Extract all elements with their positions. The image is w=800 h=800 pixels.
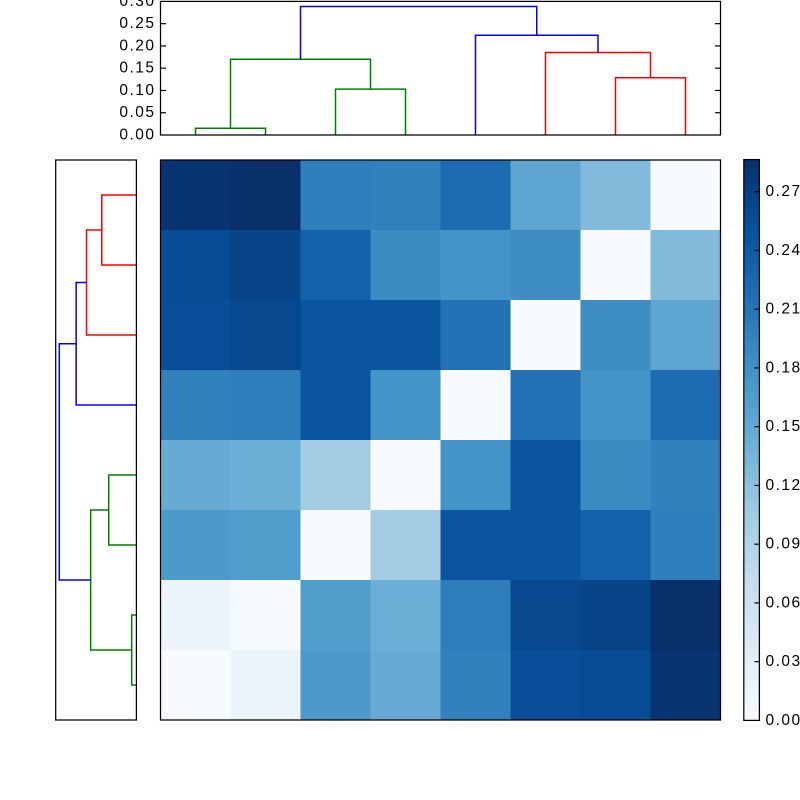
svg-text:0.25: 0.25: [119, 15, 155, 32]
svg-text:0.20: 0.20: [119, 37, 155, 54]
svg-text:0.00: 0.00: [119, 127, 155, 144]
svg-text:0.30: 0.30: [119, 0, 155, 10]
svg-text:0.10: 0.10: [119, 82, 155, 99]
svg-text:0.03: 0.03: [766, 653, 800, 670]
svg-text:0.05: 0.05: [119, 104, 155, 121]
svg-text:0.00: 0.00: [766, 712, 800, 729]
svg-text:0.09: 0.09: [766, 536, 800, 553]
svg-text:0.12: 0.12: [766, 477, 800, 494]
svg-text:0.15: 0.15: [766, 418, 800, 435]
svg-text:0.18: 0.18: [766, 359, 800, 376]
svg-text:0.27: 0.27: [766, 183, 800, 200]
svg-text:0.21: 0.21: [766, 301, 800, 318]
svg-text:0.15: 0.15: [119, 60, 155, 77]
svg-text:0.24: 0.24: [766, 242, 800, 259]
svg-text:0.06: 0.06: [766, 594, 800, 611]
